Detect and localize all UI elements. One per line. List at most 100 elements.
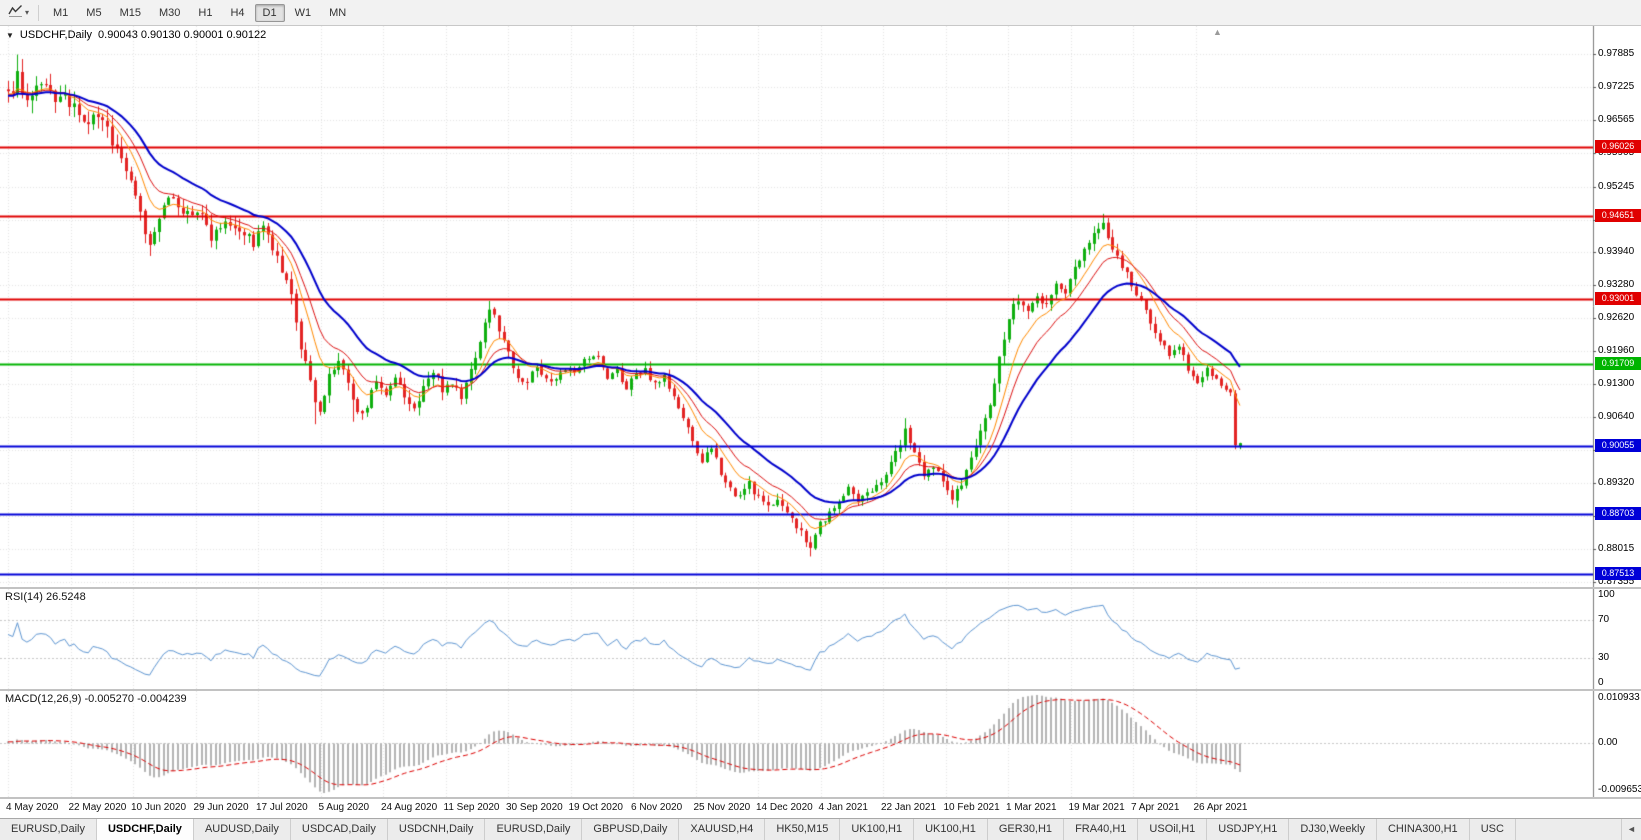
chart-tab[interactable]: USC — [1469, 819, 1516, 840]
hline-price-tag[interactable]: 0.93001 — [1595, 291, 1641, 305]
hline-price-tag[interactable]: 0.91709 — [1595, 356, 1641, 370]
chart-tab[interactable]: CHINA300,H1 — [1376, 819, 1470, 840]
timeframe-button-m5[interactable]: M5 — [86, 6, 102, 19]
chart-tab[interactable]: EURUSD,Daily — [485, 819, 583, 840]
price-axis-label: 0.89320 — [1598, 477, 1635, 489]
timeframe-buttons: M1 M5 M15 M30 H1 H4 D1 W1 MN — [44, 3, 355, 22]
hline-price-tag[interactable]: 0.90055 — [1595, 439, 1641, 453]
chart-tab[interactable]: UK100,H1 — [914, 819, 988, 840]
panel-splitter[interactable] — [0, 797, 1641, 799]
rsi-axis-label: 100 — [1598, 589, 1615, 600]
date-axis-label: 19 Oct 2020 — [568, 802, 623, 813]
chart-line-icon — [8, 4, 23, 22]
price-axis-label: 0.93940 — [1598, 245, 1635, 257]
price-axis-label: 0.88015 — [1598, 542, 1635, 554]
timeframe-button-m30[interactable]: M30 — [158, 6, 181, 19]
tab-scroll-left-button[interactable]: ◄ — [1621, 819, 1641, 840]
chart-tab[interactable]: HK50,M15 — [765, 819, 841, 840]
price-chart-canvas[interactable] — [0, 26, 1641, 587]
chart-tabs-strip: EURUSD,Daily USDCHF,Daily AUDUSD,Daily USDC… — [0, 819, 1621, 840]
date-axis-label: 5 Aug 2020 — [318, 802, 370, 813]
date-axis[interactable]: 4 May 2020 22 May 2020 10 Jun 2020 29 Jun 2… — [0, 799, 1641, 818]
date-axis-label: 26 Apr 2021 — [1193, 802, 1248, 813]
price-axis-label: 0.90640 — [1598, 411, 1635, 423]
date-axis-label: 17 Jul 2020 — [256, 802, 308, 813]
price-axis-label: 0.97225 — [1598, 81, 1635, 93]
chart-title-ohlc: 0.90043 0.90130 0.90001 0.90122 — [98, 29, 267, 41]
price-axis-label: 0.93280 — [1598, 278, 1635, 290]
chart-tab[interactable]: USDJPY,H1 — [1207, 819, 1290, 840]
hline-price-tag[interactable]: 0.94651 — [1595, 209, 1641, 223]
date-axis-label: 11 Sep 2020 — [443, 802, 500, 813]
macd-canvas[interactable] — [0, 691, 1641, 797]
rsi-panel: RSI(14) 26.5248 100 70 30 0 — [0, 589, 1641, 689]
date-axis-label: 1 Mar 2021 — [1006, 802, 1057, 813]
date-axis-label: 10 Feb 2021 — [943, 802, 1000, 813]
chart-tab[interactable]: USDCNH,Daily — [387, 819, 486, 840]
chart-tab[interactable]: USDCHF,Daily — [96, 819, 194, 840]
date-axis-label: 30 Sep 2020 — [506, 802, 563, 813]
price-axis-label: 0.95245 — [1598, 180, 1635, 192]
chart-mode-dropdown[interactable]: ▾ — [4, 2, 33, 24]
panel-splitter[interactable] — [0, 587, 1641, 589]
date-axis-label: 22 May 2020 — [68, 802, 127, 813]
chart-tab[interactable]: USOil,H1 — [1138, 819, 1208, 840]
chart-tab[interactable]: DJ30,Weekly — [1289, 819, 1377, 840]
chart-tab[interactable]: GBPUSD,Daily — [582, 819, 680, 840]
macd-axis-label: 0.00 — [1598, 736, 1618, 748]
price-axis-label: 0.87355 — [1598, 575, 1635, 587]
chart-tab[interactable]: XAUUSD,H4 — [679, 819, 766, 840]
timeframe-button-h4[interactable]: H4 — [230, 6, 245, 19]
date-axis-label: 19 Mar 2021 — [1068, 802, 1125, 813]
date-axis-label: 6 Nov 2020 — [631, 802, 683, 813]
timeframe-button-d1[interactable]: D1 — [254, 3, 285, 22]
chart-title: ▼ USDCHF,Daily 0.90043 0.90130 0.90001 0… — [6, 29, 266, 41]
date-axis-label: 29 Jun 2020 — [193, 802, 249, 813]
macd-axis-label: 0.010933 — [1598, 692, 1640, 703]
price-axis-label: 0.96565 — [1598, 114, 1635, 126]
hline-price-tag[interactable]: 0.96026 — [1595, 140, 1641, 154]
timeframe-button-m15[interactable]: M15 — [119, 6, 141, 19]
chart-tab[interactable]: USDCAD,Daily — [290, 819, 388, 840]
rsi-canvas[interactable] — [0, 589, 1641, 689]
chart-title-symbol: USDCHF,Daily — [19, 29, 93, 41]
chart-tab[interactable]: FRA40,H1 — [1064, 819, 1139, 840]
price-axis-label: 0.92620 — [1598, 312, 1635, 324]
rsi-axis-label: 0 — [1598, 677, 1604, 688]
date-axis-label: 25 Nov 2020 — [693, 802, 751, 813]
timeframe-toolbar: ▾ M1 M5 M15 M30 H1 H4 D1 W1 MN — [0, 0, 1641, 26]
chart-shift-marker[interactable]: ▲ — [1213, 27, 1222, 37]
price-chart-panel: ▼ USDCHF,Daily 0.90043 0.90130 0.90001 0… — [0, 26, 1641, 587]
macd-label: MACD(12,26,9) -0.005270 -0.004239 — [5, 693, 187, 705]
chevron-down-icon: ▾ — [25, 8, 30, 17]
hline-price-tag[interactable]: 0.88703 — [1595, 507, 1641, 521]
chart-tab[interactable]: AUDUSD,Daily — [193, 819, 291, 840]
macd-axis-label: -0.009653 — [1598, 784, 1641, 795]
chart-tabbar: EURUSD,Daily USDCHF,Daily AUDUSD,Daily USDC… — [0, 818, 1641, 840]
timeframe-button-w1[interactable]: W1 — [294, 6, 312, 19]
rsi-axis-label: 30 — [1598, 651, 1610, 663]
chart-tab[interactable]: GER30,H1 — [987, 819, 1065, 840]
macd-panel: MACD(12,26,9) -0.005270 -0.004239 0.0109… — [0, 691, 1641, 797]
date-axis-label: 7 Apr 2021 — [1131, 802, 1180, 813]
date-axis-label: 22 Jan 2021 — [881, 802, 937, 813]
rsi-label: RSI(14) 26.5248 — [5, 591, 86, 603]
chart-tab[interactable]: EURUSD,Daily — [0, 819, 97, 840]
panel-splitter[interactable] — [0, 689, 1641, 691]
date-axis-label: 10 Jun 2020 — [131, 802, 187, 813]
timeframe-button-mn[interactable]: MN — [329, 6, 347, 19]
date-axis-label: 4 May 2020 — [6, 802, 59, 813]
toolbar-separator — [38, 4, 40, 21]
chart-tab[interactable]: UK100,H1 — [840, 819, 915, 840]
date-axis-label: 14 Dec 2020 — [756, 802, 813, 813]
date-axis-label: 4 Jan 2021 — [818, 802, 869, 813]
date-axis-label: 24 Aug 2020 — [381, 802, 438, 813]
timeframe-button-m1[interactable]: M1 — [53, 6, 69, 19]
price-axis-label: 0.91960 — [1598, 345, 1635, 357]
price-axis-label: 0.91300 — [1598, 378, 1635, 390]
timeframe-button-h1[interactable]: H1 — [198, 6, 213, 19]
expand-arrow-icon[interactable]: ▼ — [6, 30, 14, 40]
hline-price-tag[interactable]: 0.87513 — [1595, 566, 1641, 580]
rsi-axis-label: 70 — [1598, 614, 1610, 626]
